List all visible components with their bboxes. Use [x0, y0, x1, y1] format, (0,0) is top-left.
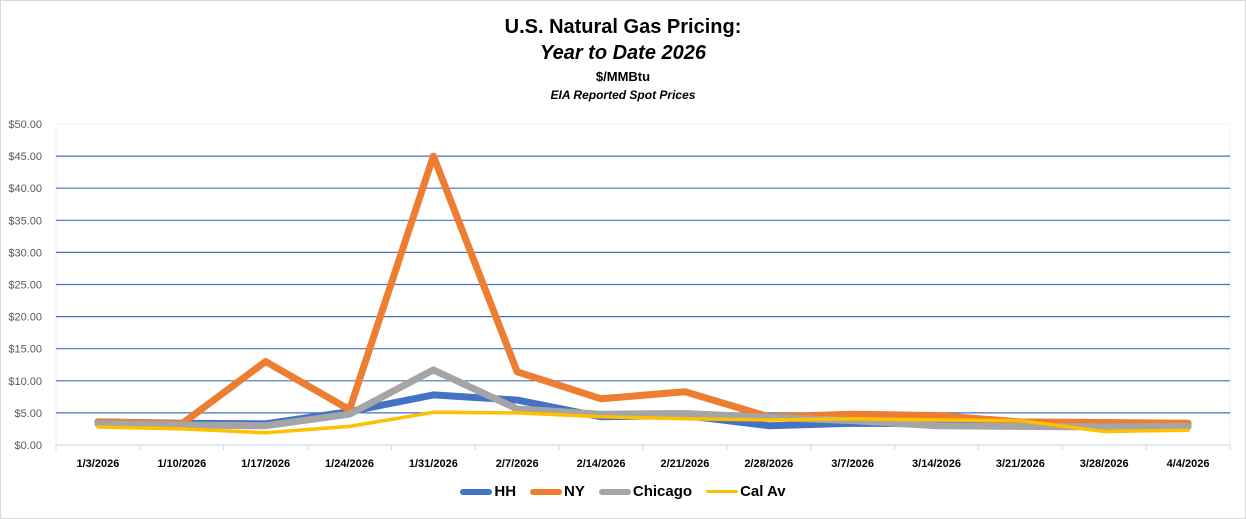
x-tick-label: 3/21/2026: [996, 458, 1045, 470]
legend-swatch: [460, 488, 493, 495]
x-tick-label: 4/4/2026: [1167, 458, 1210, 470]
y-tick-label: $5.00: [14, 408, 42, 420]
x-tick-label: 2/21/2026: [660, 458, 709, 470]
legend-item: NY: [530, 483, 585, 500]
series-line-cal-av: [96, 410, 1190, 435]
x-tick-label: 3/7/2026: [831, 458, 874, 470]
x-tick-label: 1/10/2026: [157, 458, 206, 470]
gridlines: [55, 123, 1231, 450]
x-tick-label: 1/31/2026: [409, 458, 458, 470]
legend-swatch: [598, 488, 631, 495]
y-tick-label: $30.00: [8, 247, 42, 259]
y-tick-label: $15.00: [8, 344, 42, 356]
x-tick-label: 2/14/2026: [577, 458, 626, 470]
x-tick-label: 1/17/2026: [241, 458, 290, 470]
y-tick-label: $20.00: [8, 312, 42, 324]
y-tick-label: $10.00: [8, 376, 42, 388]
legend-label: Chicago: [632, 483, 693, 500]
y-axis-ticks: $0.00 $5.00 $10.00 $15.00 $20.00 $25.00 $30.00…: [8, 119, 42, 452]
chart-title: U.S. Natural Gas Pricing:: [504, 16, 742, 38]
series-line-ny: [94, 152, 1192, 428]
x-tick-label: 1/3/2026: [77, 458, 120, 470]
legend-swatch: [530, 488, 563, 495]
y-tick-label: $40.00: [8, 183, 42, 195]
legend: HH NY Chicago Cal Av: [0, 483, 1246, 500]
legend-label: NY: [564, 483, 585, 500]
chart-titles: U.S. Natural Gas Pricing: Year to Date 2…: [0, 14, 1246, 104]
unit-label: $/MMBtu: [595, 69, 651, 84]
source-label: EIA Reported Spot Prices: [550, 88, 696, 102]
chart-subtitle: Year to Date 2026: [539, 42, 706, 64]
y-tick-label: $45.00: [8, 151, 42, 163]
series-line-chicago: [94, 366, 1192, 431]
x-tick-label: 1/24/2026: [325, 458, 374, 470]
x-tick-label: 2/28/2026: [744, 458, 793, 470]
legend-item: Chicago: [598, 483, 693, 500]
x-axis-ticks: 1/3/2026 1/10/2026 1/17/2026 1/24/2026 1/31/…: [77, 458, 1210, 470]
legend-item: HH: [460, 483, 516, 500]
legend-item: Cal Av: [706, 483, 786, 500]
y-tick-label: $0.00: [14, 440, 42, 452]
y-tick-label: $35.00: [8, 215, 42, 227]
x-tick-label: 2/7/2026: [496, 458, 539, 470]
legend-label: HH: [494, 483, 517, 500]
x-tick-label: 3/14/2026: [912, 458, 961, 470]
series-lines: [94, 152, 1192, 435]
y-tick-label: $25.00: [8, 280, 42, 292]
legend-label: Cal Av: [740, 483, 786, 500]
legend-swatch: [706, 490, 739, 493]
y-tick-label: $50.00: [8, 119, 42, 131]
x-tick-label: 3/28/2026: [1080, 458, 1129, 470]
